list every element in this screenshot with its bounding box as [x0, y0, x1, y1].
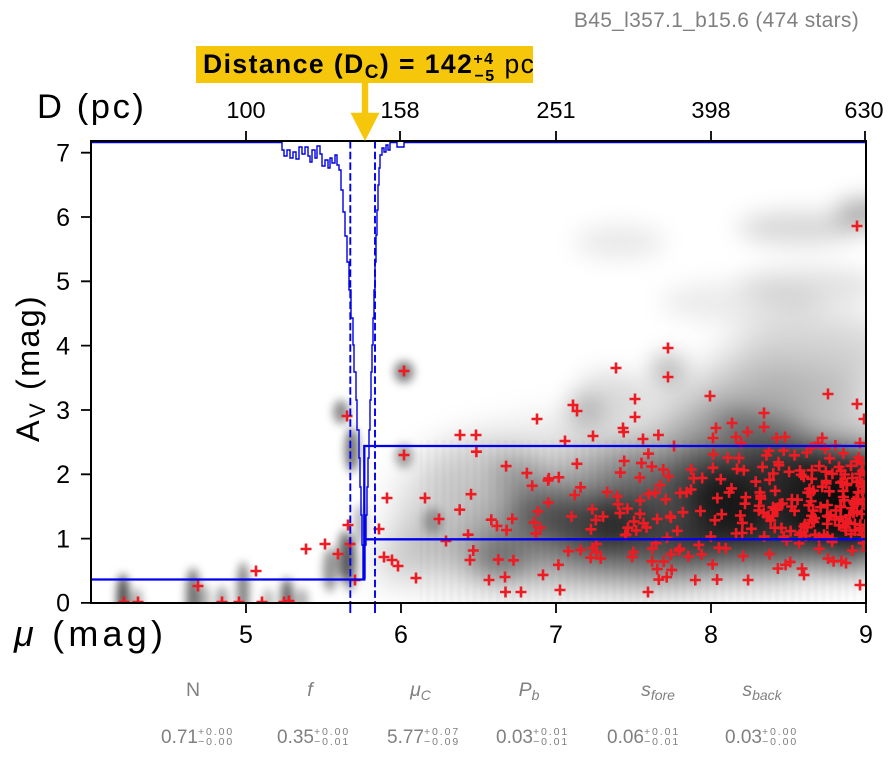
svg-text:251: 251: [536, 97, 575, 123]
svg-text:1: 1: [56, 525, 70, 553]
svg-text:0: 0: [56, 590, 70, 618]
svg-text:6: 6: [56, 204, 70, 232]
svg-text:5: 5: [239, 621, 253, 649]
svg-text:μ (mag): μ (mag): [13, 613, 167, 654]
svg-text:D (pc): D (pc): [37, 88, 147, 126]
svg-text:398: 398: [691, 97, 730, 123]
svg-text:3: 3: [56, 397, 70, 425]
svg-text:158: 158: [380, 97, 419, 123]
svg-text:5: 5: [56, 268, 70, 296]
svg-text:N: N: [186, 679, 200, 701]
svg-text:7: 7: [56, 140, 70, 168]
svg-text:0.03+0.01−0.01: 0.03+0.01 −0.01: [496, 726, 569, 748]
svg-text:4: 4: [56, 332, 70, 360]
svg-text:100: 100: [226, 97, 265, 123]
svg-text:630: 630: [844, 97, 883, 123]
svg-text:AV (mag): AV (mag): [10, 294, 50, 442]
svg-text:0.03+0.00−0.00: 0.03+0.00 −0.00: [725, 726, 798, 748]
svg-text:f: f: [307, 679, 315, 701]
svg-text:2: 2: [56, 461, 70, 489]
svg-text:9: 9: [859, 621, 873, 649]
svg-text:8: 8: [704, 621, 718, 649]
svg-text:6: 6: [394, 621, 408, 649]
svg-text:5.77+0.07−0.09: 5.77+0.07 −0.09: [387, 726, 460, 748]
svg-text:B45_l357.1_b15.6 (474 stars): B45_l357.1_b15.6 (474 stars): [574, 9, 859, 32]
svg-text:0.71+0.00−0.00: 0.71+0.00 −0.00: [161, 726, 234, 748]
svg-text:7: 7: [549, 621, 563, 649]
svg-text:0.35+0.00−0.01: 0.35+0.00 −0.01: [277, 726, 350, 748]
svg-text:0.06+0.01−0.01: 0.06+0.01 −0.01: [607, 726, 680, 748]
